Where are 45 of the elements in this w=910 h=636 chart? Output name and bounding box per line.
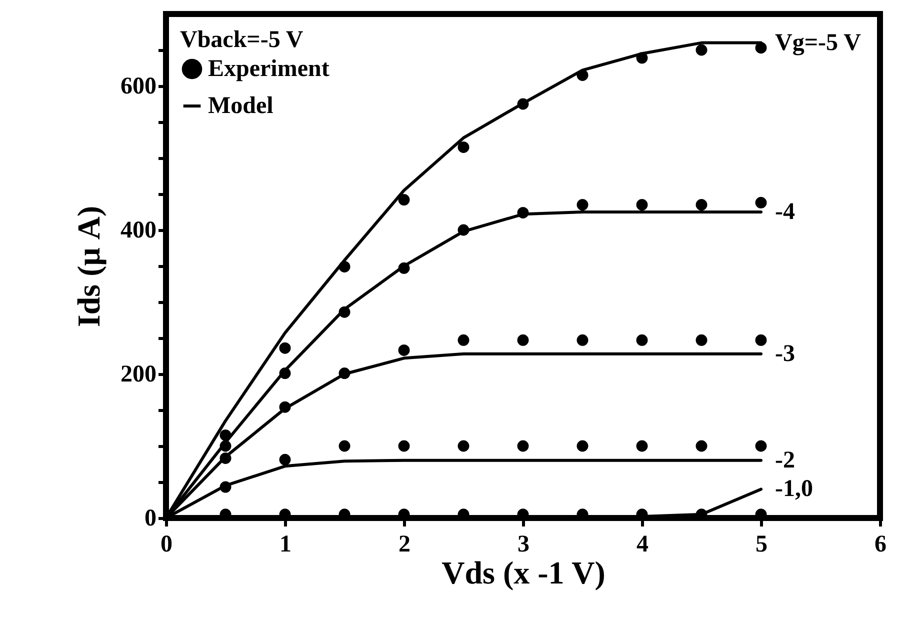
x-axis-title: Vds (x -1 V) (442, 554, 606, 590)
point (398, 194, 410, 206)
point (636, 440, 648, 452)
y-tick-label: 600 (120, 74, 156, 100)
point (517, 334, 529, 346)
point (338, 440, 350, 452)
x-tick-label: 2 (398, 532, 410, 558)
point (576, 440, 588, 452)
point (458, 440, 470, 452)
x-tick-label: 3 (518, 532, 530, 558)
x-tick-label: 4 (636, 532, 648, 558)
x-tick-label: 6 (874, 532, 886, 558)
x-tick-label: 5 (756, 532, 768, 558)
point (458, 141, 470, 153)
x-tick-label: 1 (280, 532, 292, 558)
point (398, 440, 410, 452)
y-tick-label: 0 (144, 506, 156, 532)
point (279, 342, 291, 354)
point (696, 440, 708, 452)
series-label: -1,0 (775, 476, 813, 502)
x-tick-label: 0 (160, 532, 172, 558)
series-label: Vg=-5 V (775, 30, 862, 56)
point (755, 440, 767, 452)
annotation: Model (208, 93, 274, 119)
point (755, 334, 767, 346)
point (576, 199, 588, 211)
legend-title: Vback=-5 V (180, 27, 304, 53)
point (458, 334, 470, 346)
point (696, 334, 708, 346)
point (398, 344, 410, 356)
point (696, 199, 708, 211)
point (696, 44, 708, 56)
point (279, 454, 291, 466)
point (517, 440, 529, 452)
point (636, 199, 648, 211)
series-label: -3 (775, 340, 795, 367)
legend-label: Experiment (208, 56, 330, 82)
y-tick-label: 400 (120, 218, 156, 244)
point (755, 196, 767, 208)
point (576, 334, 588, 346)
point (636, 334, 648, 346)
y-tick-label: 200 (120, 362, 156, 388)
series-label: -2 (775, 447, 795, 474)
series-label: -4 (775, 199, 795, 225)
y-axis-title: Ids (μ A) (70, 206, 106, 328)
